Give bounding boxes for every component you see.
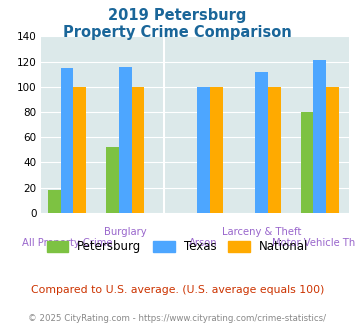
Bar	[326, 87, 339, 213]
Bar	[210, 87, 223, 213]
Text: Burglary: Burglary	[104, 227, 147, 237]
Bar	[73, 87, 86, 213]
Text: Property Crime Comparison: Property Crime Comparison	[63, 25, 292, 40]
Bar	[255, 72, 268, 213]
Text: Larceny & Theft: Larceny & Theft	[222, 227, 301, 237]
Text: Arson: Arson	[189, 238, 218, 248]
Bar	[106, 147, 119, 213]
Text: Motor Vehicle Theft: Motor Vehicle Theft	[272, 238, 355, 248]
Bar	[119, 67, 131, 213]
Bar	[197, 87, 210, 213]
Text: All Property Crime: All Property Crime	[22, 238, 112, 248]
Bar	[61, 68, 73, 213]
Legend: Petersburg, Texas, National: Petersburg, Texas, National	[42, 236, 313, 258]
Text: Compared to U.S. average. (U.S. average equals 100): Compared to U.S. average. (U.S. average …	[31, 285, 324, 295]
Bar	[268, 87, 281, 213]
Text: © 2025 CityRating.com - https://www.cityrating.com/crime-statistics/: © 2025 CityRating.com - https://www.city…	[28, 314, 327, 323]
Bar	[313, 60, 326, 213]
Bar	[131, 87, 144, 213]
Bar	[301, 112, 313, 213]
Text: 2019 Petersburg: 2019 Petersburg	[108, 8, 247, 23]
Bar	[48, 190, 61, 213]
